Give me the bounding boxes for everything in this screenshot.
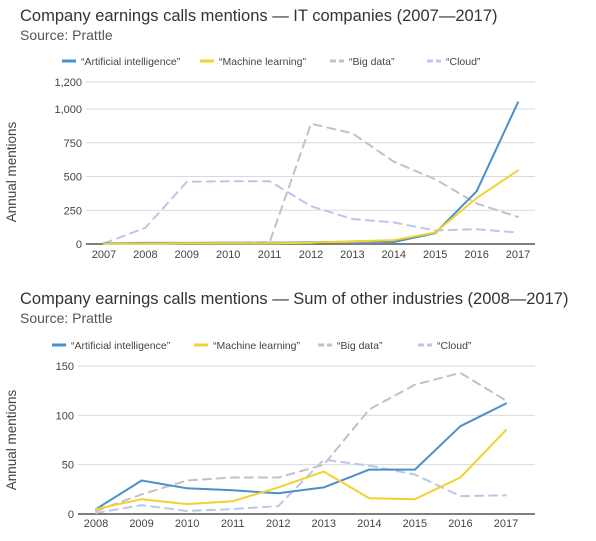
chart-source: Source: Prattle bbox=[20, 310, 113, 326]
x-tick-label: 2016 bbox=[464, 249, 488, 261]
x-tick-label: 2013 bbox=[312, 518, 336, 530]
x-tick-label: 2015 bbox=[423, 249, 447, 261]
y-axis-label: Annual mentions bbox=[4, 121, 19, 222]
legend-label-ai: “Artificial intelligence” bbox=[81, 56, 181, 68]
y-tick-label: 0 bbox=[68, 509, 74, 521]
series-line-bigdata bbox=[95, 371, 507, 512]
x-tick-label: 2013 bbox=[340, 249, 364, 261]
chart-it-companies: Company earnings calls mentions — IT com… bbox=[0, 0, 596, 265]
legend-label-cloud: “Cloud” bbox=[437, 340, 472, 352]
legend-label-ml: “Machine learning” bbox=[213, 340, 300, 352]
chart-title: Company earnings calls mentions — Sum of… bbox=[20, 290, 569, 308]
y-tick-label: 750 bbox=[64, 138, 82, 150]
y-tick-label: 0 bbox=[76, 239, 82, 251]
y-tick-label: 100 bbox=[56, 410, 74, 422]
y-tick-label: 1,000 bbox=[54, 104, 82, 116]
x-tick-label: 2012 bbox=[266, 518, 290, 530]
legend-label-bigdata: “Big data” bbox=[337, 340, 383, 352]
x-tick-label: 2015 bbox=[403, 518, 427, 530]
x-tick-label: 2008 bbox=[84, 518, 108, 530]
x-tick-label: 2016 bbox=[448, 518, 472, 530]
y-tick-label: 150 bbox=[56, 361, 74, 373]
x-tick-label: 2010 bbox=[175, 518, 199, 530]
legend-label-ai: “Artificial intelligence” bbox=[71, 340, 171, 352]
x-tick-label: 2011 bbox=[258, 249, 282, 261]
chart-svg-it: 0 250 500 750 1,000 1,200 2007 2008 2009 2010 2011… bbox=[4, 56, 535, 261]
series-line-cloud bbox=[95, 458, 507, 514]
series-line-ai bbox=[95, 402, 507, 511]
y-tick-label: 1,200 bbox=[54, 77, 82, 89]
legend-label-cloud: “Cloud” bbox=[446, 56, 481, 68]
legend-label-bigdata: “Big data” bbox=[349, 56, 395, 68]
legend-label-ml: “Machine learning” bbox=[219, 56, 306, 68]
x-tick-label: 2011 bbox=[221, 518, 245, 530]
x-tick-label: 2014 bbox=[357, 518, 381, 530]
x-tick-label: 2007 bbox=[92, 249, 116, 261]
y-tick-label: 50 bbox=[62, 460, 74, 472]
y-axis-label: Annual mentions bbox=[4, 389, 19, 490]
x-tick-label: 2010 bbox=[216, 249, 240, 261]
chart-title: Company earnings calls mentions — IT com… bbox=[20, 7, 498, 25]
x-tick-label: 2014 bbox=[382, 249, 406, 261]
x-tick-label: 2017 bbox=[506, 249, 530, 261]
y-tick-label: 250 bbox=[64, 205, 82, 217]
series-line-cloud bbox=[103, 180, 519, 245]
x-tick-label: 2008 bbox=[133, 249, 157, 261]
chart-source: Source: Prattle bbox=[20, 27, 113, 43]
x-tick-label: 2009 bbox=[175, 249, 199, 261]
x-tick-label: 2012 bbox=[299, 249, 323, 261]
series-line-ml bbox=[103, 169, 519, 245]
series-line-ml bbox=[95, 429, 507, 511]
x-tick-label: 2017 bbox=[494, 518, 518, 530]
y-tick-label: 500 bbox=[64, 172, 82, 184]
x-tick-label: 2009 bbox=[129, 518, 153, 530]
